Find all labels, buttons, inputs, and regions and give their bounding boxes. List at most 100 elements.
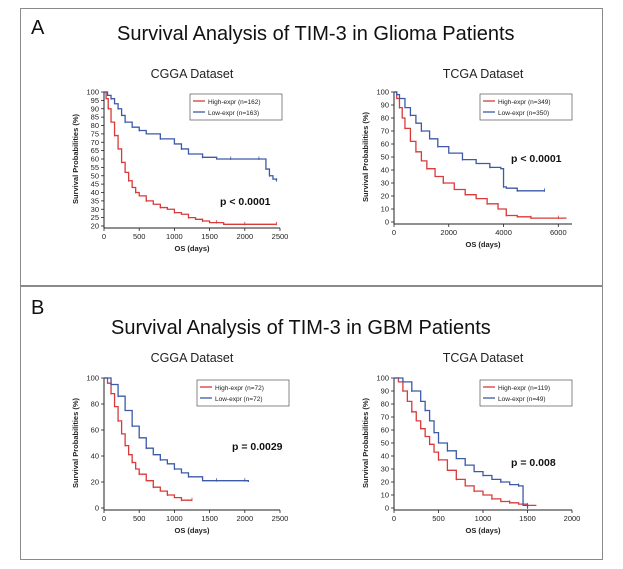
- y-tick-label: 20: [381, 192, 389, 201]
- survival-curve-high: [104, 377, 192, 501]
- x-tick-label: 500: [133, 232, 146, 241]
- y-tick-label: 40: [91, 188, 99, 197]
- x-axis-label: OS (days): [465, 240, 501, 249]
- y-tick-label: 70: [91, 138, 99, 147]
- y-tick-label: 80: [381, 400, 389, 409]
- x-axis-label: OS (days): [465, 526, 501, 535]
- x-tick-label: 1500: [201, 514, 218, 523]
- y-tick-label: 10: [381, 491, 389, 500]
- y-axis-label: Survival Probabilities (%): [361, 111, 370, 202]
- y-tick-label: 40: [91, 452, 99, 461]
- legend-box: [189, 93, 283, 121]
- p-value: p = 0.008: [511, 457, 556, 469]
- x-tick-label: 2000: [236, 514, 253, 523]
- y-tick-label: 100: [86, 374, 99, 383]
- panel-b-title: Survival Analysis of TIM-3 in GBM Patien…: [111, 317, 491, 339]
- panel-b-letter: B: [31, 297, 45, 319]
- legend-label: High-expr (n=119): [498, 385, 550, 392]
- y-tick-label: 20: [91, 222, 99, 231]
- y-tick-label: 30: [381, 465, 389, 474]
- x-tick-label: 0: [102, 232, 106, 241]
- x-tick-label: 0: [392, 514, 396, 523]
- y-tick-label: 20: [381, 478, 389, 487]
- y-tick-label: 70: [381, 413, 389, 422]
- y-tick-label: 100: [376, 88, 389, 97]
- y-tick-label: 0: [385, 218, 389, 227]
- panel-a-title: Survival Analysis of TIM-3 in Glioma Pat…: [117, 23, 515, 45]
- chart-title: TCGA Dataset: [443, 351, 524, 365]
- x-tick-label: 0: [392, 228, 396, 237]
- x-tick-label: 1500: [201, 232, 218, 241]
- legend-label: High-expr (n=349): [498, 99, 551, 106]
- x-axis-label: OS (days): [174, 244, 210, 253]
- y-tick-label: 50: [91, 171, 99, 180]
- y-tick-label: 90: [381, 387, 389, 396]
- y-tick-label: 80: [91, 121, 99, 130]
- legend-label: High-expr (n=162): [208, 99, 261, 106]
- x-tick-label: 1000: [166, 514, 183, 523]
- x-tick-label: 500: [133, 514, 146, 523]
- y-tick-label: 40: [381, 166, 389, 175]
- chart-title: CGGA Dataset: [151, 351, 234, 365]
- x-tick-label: 2000: [236, 232, 253, 241]
- y-tick-label: 20: [91, 478, 99, 487]
- y-tick-label: 100: [376, 374, 389, 383]
- legend-label: Low-expr (n=72): [215, 396, 263, 403]
- y-tick-label: 60: [381, 140, 389, 149]
- x-tick-label: 6000: [550, 228, 567, 237]
- y-tick-label: 50: [381, 153, 389, 162]
- x-tick-label: 4000: [495, 228, 512, 237]
- y-tick-label: 85: [91, 113, 99, 122]
- y-tick-label: 40: [381, 452, 389, 461]
- y-tick-label: 25: [91, 213, 99, 222]
- legend-label: Low-expr (n=49): [498, 396, 546, 403]
- y-tick-label: 30: [91, 205, 99, 214]
- y-tick-label: 60: [91, 426, 99, 435]
- survival-curve-low: [104, 91, 278, 181]
- y-tick-label: 90: [381, 101, 389, 110]
- x-tick-label: 1000: [475, 514, 492, 523]
- y-tick-label: 80: [381, 114, 389, 123]
- p-value: p < 0.0001: [511, 153, 562, 165]
- x-tick-label: 1500: [519, 514, 536, 523]
- x-axis-label: OS (days): [174, 526, 210, 535]
- y-tick-label: 55: [91, 163, 99, 172]
- survival-curve-low: [104, 377, 249, 482]
- y-tick-label: 60: [91, 155, 99, 164]
- y-tick-label: 0: [385, 504, 389, 513]
- y-tick-label: 45: [91, 180, 99, 189]
- x-tick-label: 1000: [166, 232, 183, 241]
- survival-curve-high: [394, 377, 537, 507]
- y-tick-label: 65: [91, 146, 99, 155]
- legend-box: [196, 379, 290, 407]
- x-tick-label: 2000: [440, 228, 457, 237]
- y-tick-label: 95: [91, 96, 99, 105]
- y-tick-label: 80: [91, 400, 99, 409]
- x-tick-label: 2500: [272, 232, 289, 241]
- x-tick-label: 500: [432, 514, 445, 523]
- y-tick-label: 30: [381, 179, 389, 188]
- y-tick-label: 0: [95, 504, 99, 513]
- chart-title: CGGA Dataset: [151, 67, 234, 81]
- x-tick-label: 0: [102, 514, 106, 523]
- y-tick-label: 10: [381, 205, 389, 214]
- y-axis-label: Survival Probabilities (%): [71, 397, 80, 488]
- legend-label: Low-expr (n=163): [208, 110, 259, 117]
- x-tick-label: 2500: [272, 514, 289, 523]
- survival-curve-low: [394, 91, 545, 192]
- legend-box: [479, 93, 573, 121]
- panel-a-letter: A: [31, 17, 45, 39]
- chart-title: TCGA Dataset: [443, 67, 524, 81]
- legend-label: High-expr (n=72): [215, 385, 264, 392]
- y-axis-label: Survival Probabilities (%): [361, 397, 370, 488]
- legend-box: [479, 379, 573, 407]
- y-tick-label: 100: [86, 88, 99, 97]
- y-tick-label: 70: [381, 127, 389, 136]
- y-tick-label: 90: [91, 104, 99, 113]
- survival-curve-low: [394, 377, 529, 508]
- y-tick-label: 60: [381, 426, 389, 435]
- y-tick-label: 75: [91, 129, 99, 138]
